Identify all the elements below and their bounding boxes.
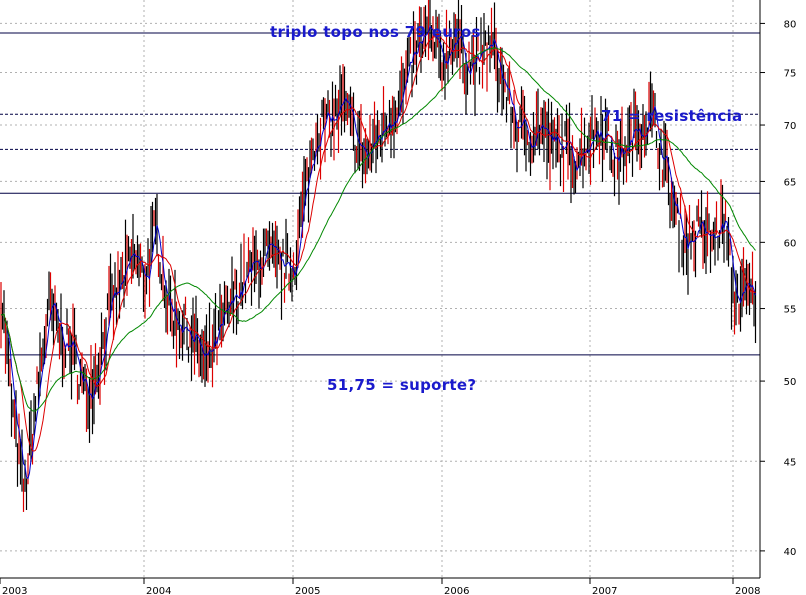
y-tick-label: 50 [784,377,797,388]
y-tick-label: 60 [784,238,797,249]
y-tick-label: 70 [784,121,797,132]
x-tick-label: 2006 [444,586,469,595]
moving-average-long [0,47,756,412]
y-tick-label: 65 [784,177,797,188]
x-tick-label: 2004 [146,586,171,595]
y-tick-label: 40 [784,547,797,558]
moving-average-medium [0,33,756,452]
y-tick-label: 55 [784,305,797,316]
y-axis-ticks: 40 45 50 55 60 65 70 75 80 [760,19,797,558]
x-axis-ticks: 2003 2004 2005 2006 2007 2008 [0,578,760,595]
y-tick-label: 45 [784,457,797,468]
grid [0,0,760,578]
annotation-support: 51,75 = suporte? [327,376,476,394]
x-tick-label: 2007 [592,586,617,595]
y-tick-label: 80 [784,19,797,30]
moving-averages [0,25,756,480]
price-bars [0,0,757,512]
annotation-triple-top: triplo topo nos 79 euros [270,23,481,41]
y-tick-label: 75 [784,69,797,80]
x-tick-label: 2008 [735,586,760,595]
moving-average-short [0,25,756,480]
x-tick-label: 2003 [2,586,27,595]
annotation-resistance: 71 = resistência [601,107,742,125]
x-tick-label: 2005 [295,586,320,595]
